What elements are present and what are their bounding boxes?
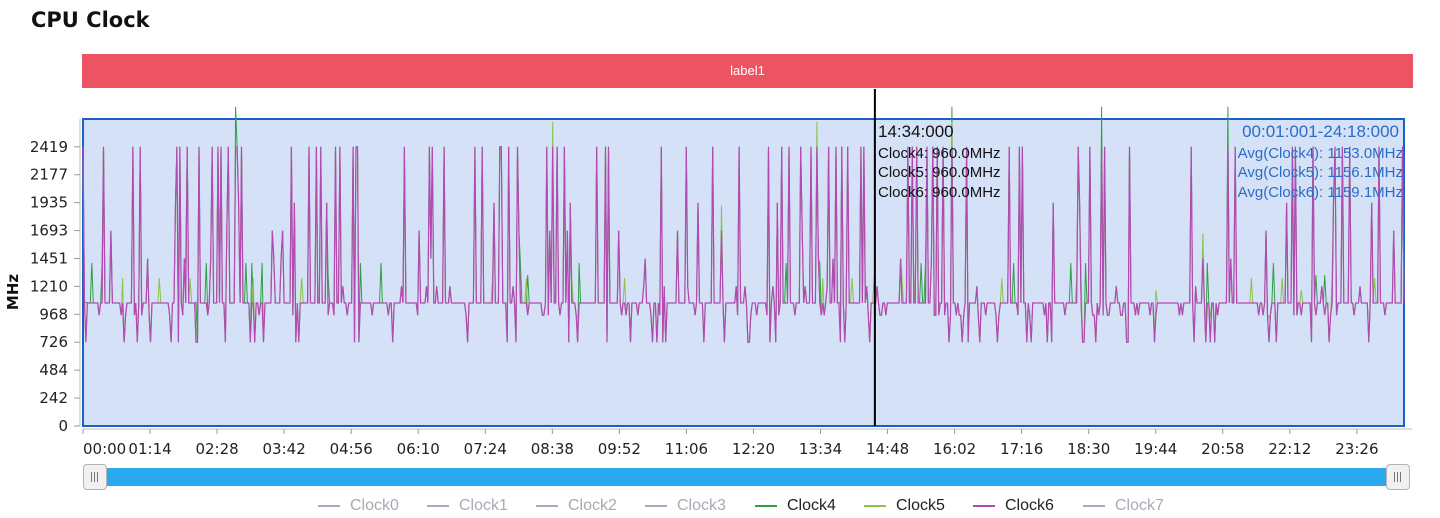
- range-info-avg-clock5: Avg(Clock5): 1156.1MHz: [1237, 164, 1403, 181]
- scrollbar-right-handle[interactable]: [1386, 464, 1410, 490]
- x-tick-label: 02:28: [195, 440, 238, 458]
- y-tick-label: 2177: [30, 166, 68, 184]
- legend-label: Clock4: [787, 497, 836, 514]
- y-tick-label: 726: [39, 333, 68, 351]
- legend-swatch-icon: [973, 505, 995, 507]
- series-clock6-line: [82, 146, 1405, 343]
- tooltip-line-clock6: Clock6: 960.0MHz: [878, 184, 1001, 201]
- x-tick-label: 09:52: [598, 440, 641, 458]
- legend-label: Clock7: [1115, 497, 1164, 514]
- x-tick-label: 14:48: [866, 440, 909, 458]
- x-tick-label: 00:00: [83, 440, 126, 458]
- legend-swatch-icon: [755, 505, 777, 507]
- scrollbar-left-handle[interactable]: [83, 464, 107, 490]
- x-tick-label: 13:34: [799, 440, 842, 458]
- y-tick-label: 1693: [30, 222, 68, 240]
- legend-label: Clock5: [896, 497, 945, 514]
- x-tick-label: 18:30: [1067, 440, 1110, 458]
- range-scrollbar[interactable]: [90, 468, 1406, 486]
- x-tick-label: 11:06: [665, 440, 708, 458]
- legend-swatch-icon: [536, 505, 558, 507]
- legend-label: Clock1: [459, 497, 508, 514]
- y-tick-label: 2419: [30, 138, 68, 156]
- series-layer: [82, 106, 1405, 343]
- x-tick-label: 08:38: [531, 440, 574, 458]
- tooltip-time: 14:34:000: [878, 122, 954, 141]
- x-tick-label: 22:12: [1268, 440, 1311, 458]
- y-axis: 0 242 484 726 968 1210 1451 1693 1935 2177 2419: [30, 119, 81, 435]
- legend-item-clock0[interactable]: Clock0: [318, 497, 399, 515]
- x-tick-label: 03:42: [263, 440, 306, 458]
- legend-swatch-icon: [864, 505, 886, 507]
- x-tick-label: 07:24: [464, 440, 507, 458]
- legend-item-clock1[interactable]: Clock1: [427, 497, 508, 515]
- range-info-range: 00:01:001-24:18:000: [1242, 122, 1399, 141]
- legend-item-clock5[interactable]: Clock5: [864, 497, 945, 515]
- y-tick-label: 968: [39, 305, 68, 323]
- legend-item-clock6[interactable]: Clock6: [973, 497, 1054, 515]
- legend-item-clock4[interactable]: Clock4: [755, 497, 836, 515]
- y-axis-label: MHz: [4, 274, 22, 310]
- x-tick-label: 17:16: [1000, 440, 1043, 458]
- x-tick-label: 12:20: [732, 440, 775, 458]
- x-tick-label: 20:58: [1201, 440, 1244, 458]
- legend-item-clock2[interactable]: Clock2: [536, 497, 617, 515]
- x-tick-label: 16:02: [933, 440, 976, 458]
- y-tick-label: 484: [39, 361, 68, 379]
- y-tick-label: 1935: [30, 194, 68, 212]
- x-axis: 00:00 01:14 02:28 03:42 04:56 06:10 07:24 08:38…: [82, 428, 1412, 458]
- page-title: CPU Clock: [31, 8, 150, 32]
- legend-swatch-icon: [1083, 505, 1105, 507]
- legend-label: Clock2: [568, 497, 617, 514]
- x-tick-label: 04:56: [330, 440, 373, 458]
- legend-label: Clock3: [677, 497, 726, 514]
- tooltip-line-clock5: Clock5: 960.0MHz: [878, 164, 1001, 181]
- legend-swatch-icon: [318, 505, 340, 507]
- legend-item-clock7[interactable]: Clock7: [1083, 497, 1164, 515]
- y-tick-label: 1210: [30, 277, 68, 295]
- y-tick-label: 0: [58, 417, 68, 435]
- legend: Clock0 Clock1 Clock2 Clock3 Clock4 Clock…: [0, 497, 1440, 517]
- label-band[interactable]: label1: [82, 54, 1413, 88]
- x-tick-label: 19:44: [1134, 440, 1177, 458]
- y-tick-label: 242: [39, 389, 68, 407]
- range-info-avg-clock6: Avg(Clock6): 1159.1MHz: [1237, 184, 1403, 201]
- legend-swatch-icon: [427, 505, 449, 507]
- legend-label: Clock6: [1005, 497, 1054, 514]
- range-info-avg-clock4: Avg(Clock4): 1153.0MHz: [1237, 145, 1403, 162]
- x-tick-label: 01:14: [128, 440, 171, 458]
- legend-swatch-icon: [645, 505, 667, 507]
- legend-label: Clock0: [350, 497, 399, 514]
- y-tick-label: 1451: [30, 250, 68, 268]
- x-tick-label: 06:10: [397, 440, 440, 458]
- tooltip-line-clock4: Clock4: 960.0MHz: [878, 145, 1001, 162]
- legend-item-clock3[interactable]: Clock3: [645, 497, 726, 515]
- x-tick-label: 23:26: [1335, 440, 1378, 458]
